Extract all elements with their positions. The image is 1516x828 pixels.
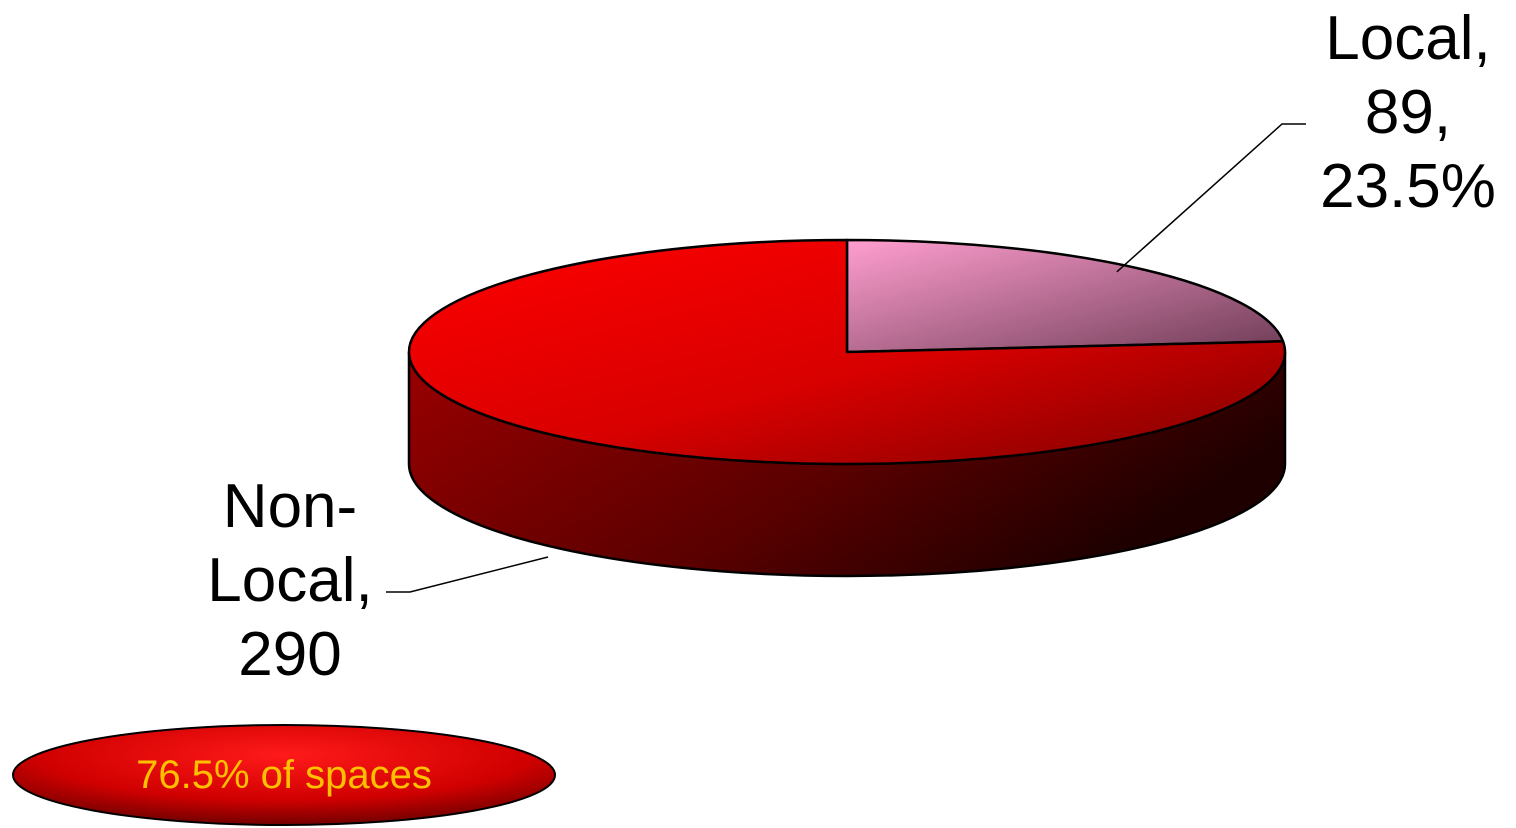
nonlocal-data-label: Non- Local, 290 <box>170 470 410 692</box>
nonlocal-slice <box>407 238 1287 466</box>
callout-text: 76.5% of spaces <box>136 753 432 797</box>
local-label-line1: Local, <box>1325 4 1491 73</box>
local-label-line2: 89, <box>1364 78 1452 147</box>
local-label-line3: 23.5% <box>1320 152 1496 221</box>
nonlocal-label-line3: 290 <box>238 620 342 689</box>
pie-layer <box>407 238 1287 578</box>
local-leader-line <box>1116 123 1306 273</box>
callout-bubble <box>12 724 556 826</box>
nonlocal-leader-line <box>386 556 549 593</box>
nonlocal-label-line2: Local, <box>207 546 373 615</box>
nonlocal-label-line1: Non- <box>222 472 358 541</box>
leader-layer <box>386 123 1306 593</box>
local-data-label: Local, 89, 23.5% <box>1300 2 1516 224</box>
local-slice <box>845 238 1285 354</box>
